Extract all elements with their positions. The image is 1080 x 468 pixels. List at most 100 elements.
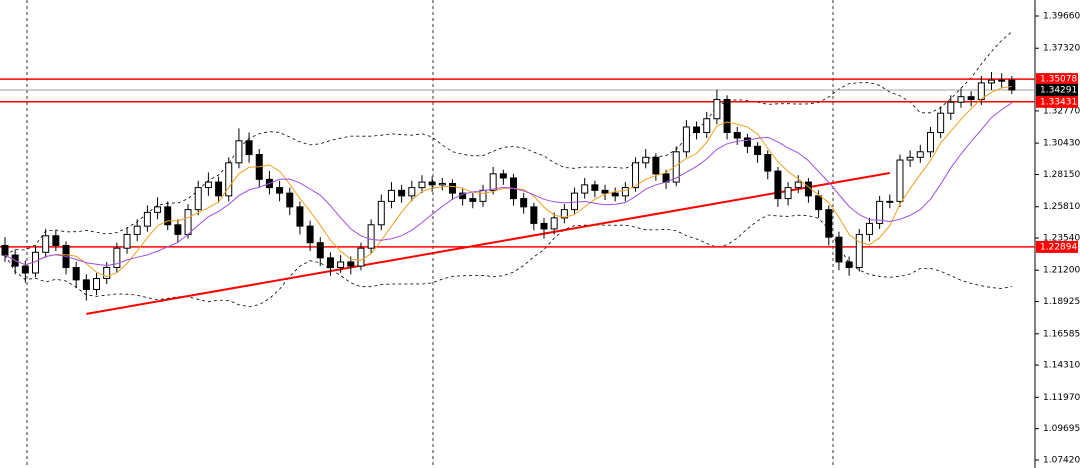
- candle-body: [143, 211, 151, 227]
- y-tick-label: 1.28150: [1043, 170, 1080, 180]
- candle-body: [845, 261, 853, 268]
- candle-body: [174, 224, 182, 235]
- candle-body: [937, 112, 945, 134]
- candle-body: [896, 159, 904, 202]
- candle-body: [245, 140, 253, 156]
- y-tick-label: 1.07420: [1043, 455, 1080, 465]
- candle-body: [550, 217, 558, 230]
- candle-body: [154, 206, 162, 213]
- candle-body: [865, 222, 873, 235]
- candle-body: [571, 192, 579, 211]
- price-label: 1.33431: [1040, 97, 1077, 107]
- candle-body: [632, 162, 640, 189]
- candle-body: [204, 181, 212, 189]
- candle-body: [581, 184, 589, 194]
- candle-body: [672, 151, 680, 183]
- candle-body: [855, 233, 863, 268]
- candle-body: [794, 181, 802, 189]
- candle-body: [306, 225, 314, 244]
- candle-body: [72, 266, 80, 281]
- candle-body: [774, 170, 782, 200]
- y-tick-label: 1.11970: [1043, 393, 1080, 403]
- candle-body: [815, 195, 823, 211]
- candle-body: [428, 181, 436, 186]
- candle-body: [225, 162, 233, 197]
- candle-body: [1, 244, 9, 256]
- candle-body: [387, 189, 395, 202]
- candle-body: [357, 247, 365, 267]
- y-tick-label: 1.16585: [1043, 329, 1080, 339]
- candle-body: [723, 98, 731, 134]
- candle-body: [489, 173, 497, 191]
- candle-body: [215, 181, 223, 197]
- candle-body: [530, 206, 538, 224]
- candle-body: [520, 198, 528, 208]
- y-tick-label: 1.21200: [1043, 266, 1080, 276]
- y-tick-label: 1.23540: [1043, 234, 1080, 244]
- price-label-box: [1036, 240, 1078, 253]
- candle-body: [825, 209, 833, 238]
- candle-body: [52, 235, 60, 246]
- candle-body: [947, 101, 955, 114]
- candle-body: [693, 126, 701, 134]
- candle-body: [652, 156, 660, 175]
- moving-average-slow: [4, 102, 1013, 267]
- candle-body: [103, 266, 111, 279]
- y-tick-label: 1.30430: [1043, 139, 1080, 149]
- candle-body: [469, 198, 477, 202]
- price-label-box: [1036, 95, 1078, 108]
- candle-body: [835, 236, 843, 263]
- price-label-box: [1036, 83, 1078, 96]
- candle-body: [347, 261, 355, 267]
- y-tick-label: 1.14310: [1043, 361, 1080, 371]
- candle-body: [235, 140, 243, 164]
- candle-body: [367, 224, 375, 249]
- candle-body: [926, 132, 934, 153]
- candle-body: [337, 261, 345, 268]
- candle-body: [540, 222, 548, 230]
- candle-body: [1008, 79, 1016, 91]
- y-tick-label: 1.18925: [1043, 297, 1080, 307]
- candle-body: [876, 200, 884, 224]
- candle-body: [408, 187, 416, 197]
- candle-body: [93, 277, 101, 291]
- candle-body: [194, 187, 202, 211]
- candle-body: [886, 200, 894, 203]
- candle-body: [113, 247, 121, 268]
- candle-body: [448, 182, 456, 194]
- moving-average-fast: [4, 86, 1012, 278]
- candle-body: [916, 151, 924, 158]
- candle-body: [611, 192, 619, 197]
- y-tick-label: 1.37320: [1043, 44, 1080, 54]
- candle-body: [438, 182, 446, 186]
- candle-body: [754, 145, 762, 156]
- candle-body: [642, 156, 650, 164]
- candle-body: [82, 279, 90, 291]
- candle-body: [286, 192, 294, 208]
- candle-body: [906, 156, 914, 161]
- candle-body: [184, 209, 192, 235]
- candle-body: [42, 235, 50, 253]
- candle-body: [703, 118, 711, 134]
- candle-body: [398, 189, 406, 197]
- bollinger-lower: [4, 214, 1012, 308]
- candle-body: [123, 233, 131, 249]
- candle-body: [682, 126, 690, 153]
- candle-body: [743, 137, 751, 147]
- candle-body: [957, 96, 965, 103]
- current-price-label: 1.34291: [1040, 85, 1077, 95]
- candle-body: [713, 98, 721, 120]
- price-label-box: [1036, 73, 1078, 86]
- candle-body: [560, 209, 568, 219]
- candle-body: [479, 189, 487, 202]
- candle-body: [377, 200, 385, 226]
- candle-body: [733, 132, 741, 139]
- y-tick-label: 1.39660: [1043, 12, 1080, 22]
- candle-body: [296, 206, 304, 227]
- candle-body: [326, 257, 334, 268]
- candle-body: [591, 184, 599, 191]
- trendline: [86, 172, 890, 315]
- candle-body: [764, 154, 772, 172]
- candle-body: [967, 96, 975, 100]
